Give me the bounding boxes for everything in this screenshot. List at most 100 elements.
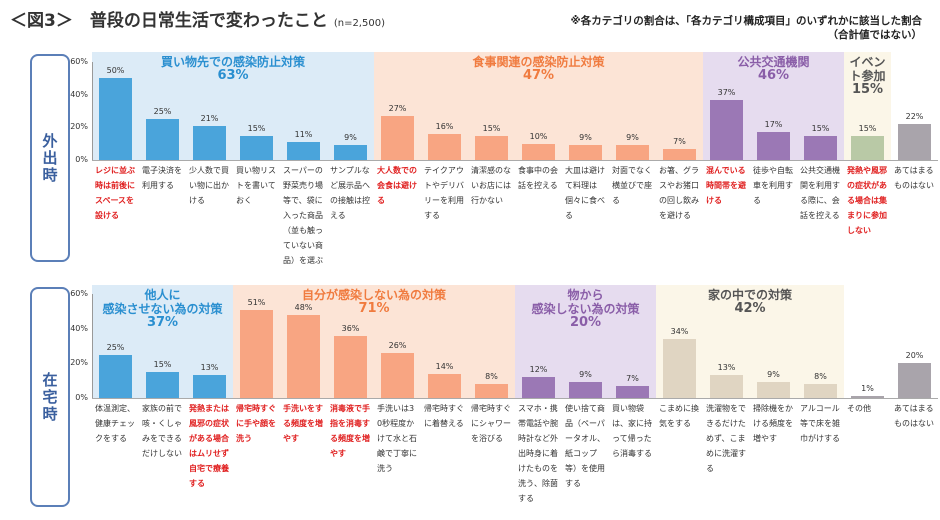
x-axis-baseline (92, 160, 938, 161)
group-percent: 47% (522, 68, 555, 83)
value-label: 50% (106, 66, 125, 76)
sample-size: (n=2,500) (333, 18, 385, 29)
group-title: 物から 感染しない為の対策 (531, 288, 640, 316)
value-label: 10% (529, 131, 548, 141)
bar (98, 78, 133, 160)
bar (239, 135, 274, 160)
y-tick-label: 20% (70, 122, 88, 132)
value-label: 12% (529, 365, 548, 375)
category-label: 電子決済を利用する (142, 166, 182, 190)
category-label: 公共交通機関を利用する際に、会話を控える (800, 166, 840, 220)
value-label: 9% (767, 370, 780, 380)
bar (756, 132, 791, 160)
category-label: 帰宅時すぐに手や顔を洗う (236, 404, 276, 443)
y-tick-label: 40% (70, 323, 88, 333)
value-label: 34% (670, 327, 689, 337)
bar (474, 384, 509, 398)
value-label: 1% (861, 384, 874, 394)
category-label: 体温測定、健康チェックをする (95, 404, 135, 443)
value-label: 25% (153, 107, 172, 117)
value-label: 21% (200, 113, 219, 123)
group-percent: 71% (358, 301, 390, 316)
category-label: スーパーの野菜売り場等で、袋に入った商品（並も触っていない商品）を選ぶ (283, 166, 323, 265)
figure-title: ＜図3＞ 普段の日常生活で変わったこと (n=2,500) (10, 6, 385, 31)
group-percent: 63% (217, 68, 249, 83)
note-line-1: ※各カテゴリの割合は、「各カテゴリ構成項目」のいずれかに該当した割合 (570, 15, 922, 27)
category-label: 発熱や風邪の症状がある場合は集まりに参加しない (847, 166, 887, 235)
bar (521, 143, 556, 160)
value-label: 14% (435, 361, 454, 371)
y-tick-label: 0% (75, 155, 88, 164)
bar (145, 372, 180, 398)
category-label: レジに並ぶ時は前後にスペースを設ける (95, 166, 135, 220)
value-label: 48% (294, 302, 313, 312)
title-text: ＜図3＞ 普段の日常生活で変わったこと (10, 11, 328, 31)
group-percent: 46% (757, 68, 790, 83)
bar (98, 354, 133, 398)
category-label: 家族の前で咳・くしゃみをできるだけしない (142, 404, 182, 458)
value-label: 16% (435, 121, 454, 131)
category-label: お箸、グラスやお猪口の回し飲みを避ける (659, 166, 699, 220)
value-label: 9% (344, 133, 357, 143)
value-label: 15% (858, 123, 877, 133)
group-percent: 37% (146, 315, 179, 330)
category-label: 洗濯物をできるだけためず、こまめに洗濯する (706, 404, 746, 473)
category-label: 買い物リストを書いておく (236, 166, 276, 205)
category-label: 発熱または風邪の症状がある場合はムリせず自宅で療養する (189, 404, 229, 488)
value-label: 7% (626, 373, 639, 383)
bar (850, 135, 885, 160)
bar (380, 352, 415, 398)
group-title: 家の中での対策 (707, 288, 792, 302)
category-label: スマホ・携帯電話や腕時計など外出時身に着けたものを洗う、除菌する (518, 404, 558, 503)
value-label: 36% (341, 323, 360, 333)
bar (803, 135, 838, 160)
group-title: 買い物先での感染防止対策 (160, 55, 305, 69)
group-label: 買い物先での感染防止対策 63% (92, 55, 374, 83)
category-label: こまめに換気をする (659, 404, 699, 428)
value-label: 15% (247, 123, 266, 133)
category-label: 清潔感のないお店には行かない (471, 166, 511, 205)
group-label: 物から 感染しない為の対策 20% (515, 288, 656, 330)
group-percent: 42% (734, 301, 766, 316)
category-label: 対面でなく横並びで座る (612, 166, 652, 205)
bar (709, 99, 744, 160)
bar (521, 377, 556, 398)
group-percent: 20% (569, 315, 602, 330)
note: ※各カテゴリの割合は、「各カテゴリ構成項目」のいずれかに該当した割合 （合計値で… (571, 14, 922, 42)
y-tick-label: 20% (70, 358, 88, 368)
category-label: テイクアウトやデリバリーを利用する (424, 166, 464, 220)
category-label: 帰宅時すぐにシャワーを浴びる (471, 404, 511, 443)
category-label: 徒歩や自転車を利用する (753, 166, 793, 205)
bar (709, 375, 744, 398)
bar (145, 119, 180, 160)
category-label: 手洗いは30秒程度かけて水と石鹸で丁寧に洗う (377, 404, 417, 473)
group-title: 自分が感染しない為の対策 (301, 288, 446, 302)
group-label: 自分が感染しない為の対策 71% (233, 288, 515, 316)
group-title: イベント参加 (849, 55, 886, 83)
value-label: 20% (905, 351, 924, 361)
value-label: 15% (153, 360, 172, 369)
bar (286, 314, 321, 398)
bar (568, 145, 603, 160)
value-label: 9% (579, 370, 592, 380)
value-label: 11% (294, 130, 313, 140)
y-tick-label: 60% (70, 289, 88, 298)
group-title: 公共交通機関 (737, 55, 810, 69)
bar (662, 339, 697, 398)
bar (756, 382, 791, 398)
category-label: 混んでいる時間帯を避ける (706, 166, 746, 205)
category-label: 大人数での会食は避ける (377, 166, 417, 205)
category-label: サンプルなど展示品への接触は控える (330, 166, 370, 220)
bar (427, 373, 462, 398)
category-label: 手洗いをする頻度を増やす (283, 404, 323, 443)
bar (615, 385, 650, 398)
value-label: 17% (764, 120, 783, 130)
bar (615, 145, 650, 160)
value-label: 51% (247, 297, 266, 307)
bar (803, 384, 838, 398)
bar (192, 125, 227, 160)
bar (897, 124, 932, 160)
value-label: 15% (811, 123, 830, 133)
bar (568, 382, 603, 398)
category-label: あてはまるものはない (894, 404, 934, 428)
